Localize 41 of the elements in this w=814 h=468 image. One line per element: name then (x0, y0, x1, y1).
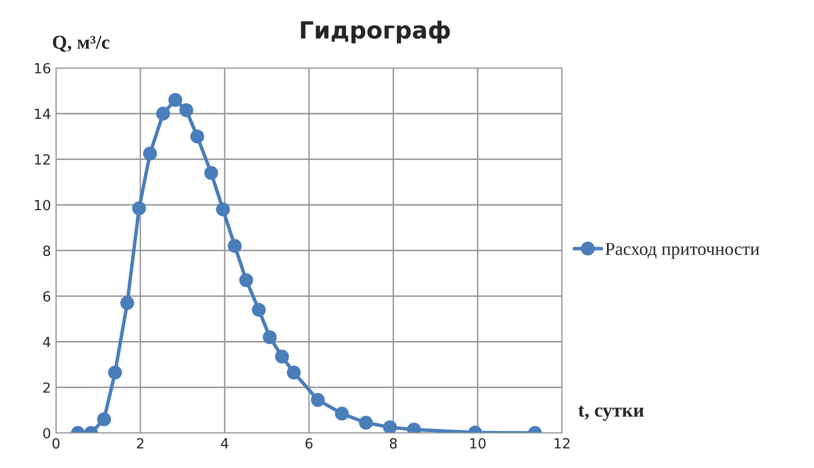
y-axis-title: Q, м³/с (52, 36, 110, 52)
point (168, 92, 182, 107)
point (228, 238, 242, 253)
point (190, 129, 204, 144)
y-tick-label: 6 (43, 291, 50, 302)
y-tick-label: 2 (43, 382, 50, 393)
x-tick-label: 8 (390, 438, 397, 449)
point (252, 302, 266, 317)
x-tick-label: 0 (52, 438, 60, 449)
x-tick-label: 2 (136, 438, 144, 448)
y-tick-label: 16 (34, 62, 50, 74)
x-tick-label: 6 (306, 438, 313, 449)
chart-title: Гидрограф (300, 20, 450, 44)
point (132, 201, 146, 216)
point (120, 296, 134, 310)
y-tick-label: 0 (43, 428, 50, 438)
point (108, 366, 122, 380)
point (239, 273, 254, 288)
y-tick-label: 10 (34, 200, 50, 210)
point (275, 350, 289, 364)
x-tick-label: 12 (554, 438, 570, 448)
y-tick-label: 14 (34, 108, 50, 119)
point (358, 416, 373, 430)
point (286, 366, 301, 380)
x-axis-title: t, сутки (578, 406, 644, 421)
point (97, 412, 112, 426)
x-tick-label: 10 (470, 438, 486, 449)
y-tick-label: 8 (43, 245, 50, 256)
point (310, 392, 325, 407)
y-tick-label: 4 (42, 336, 50, 348)
point (383, 420, 397, 433)
point (334, 406, 349, 421)
point (156, 106, 170, 121)
point (204, 166, 218, 180)
point (179, 103, 194, 118)
x-tick-label: 4 (220, 438, 228, 448)
y-tick-label: 12 (34, 154, 50, 165)
point (143, 146, 157, 160)
point (262, 330, 277, 344)
point (216, 202, 230, 216)
legend-label: Расход приточности (605, 243, 760, 259)
